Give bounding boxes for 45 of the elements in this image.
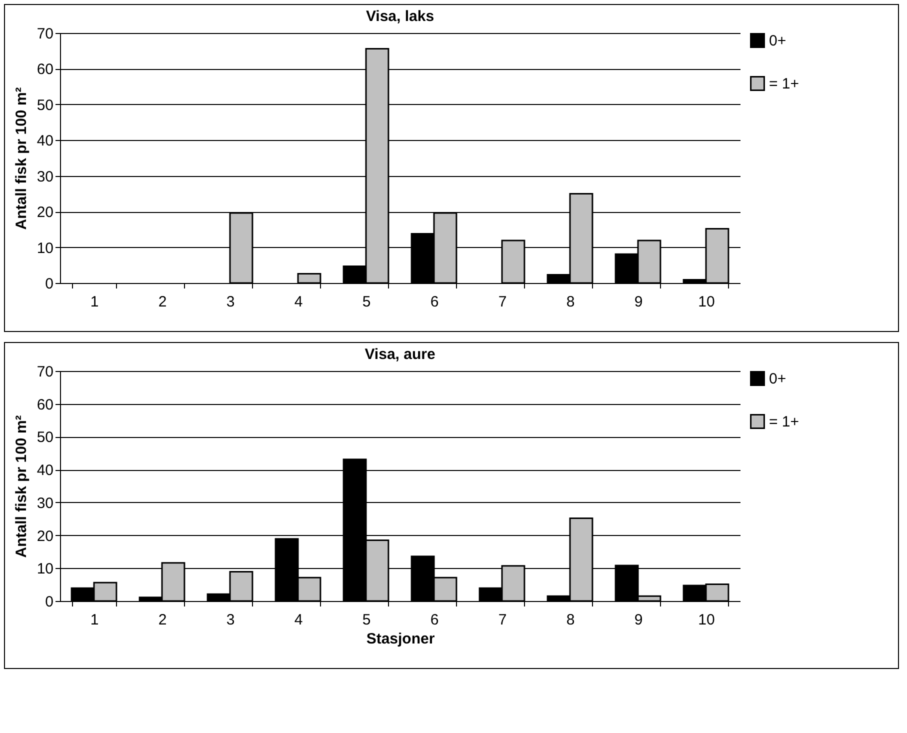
y-tick-label: 70	[36, 26, 54, 42]
x-tick-label: 8	[566, 294, 575, 310]
x-tick-label: 3	[226, 294, 235, 310]
x-tick-label: 4	[294, 612, 303, 628]
y-tick-label: 40	[36, 462, 54, 480]
x-tick-label: 6	[430, 294, 439, 310]
x-tick-label: 9	[634, 294, 643, 310]
legend-label: = 1+	[769, 414, 800, 430]
chart-title: Visa, aure	[364, 346, 436, 363]
y-tick-label: 30	[36, 168, 54, 186]
x-tick-label: 9	[634, 612, 643, 628]
y-tick-label: 60	[36, 61, 54, 78]
x-tick-label: 3	[226, 612, 235, 628]
x-tick-label: 7	[498, 294, 507, 310]
x-tick-label: 2	[158, 294, 167, 310]
y-tick-label: 40	[36, 132, 54, 150]
x-tick-label: 1	[90, 612, 99, 628]
x-tick-label: 4	[294, 294, 303, 310]
y-tick-label: 10	[36, 560, 54, 578]
legend-label: 0+	[769, 370, 786, 388]
y-tick-label: 60	[36, 396, 54, 414]
y-tick-label: 50	[36, 96, 54, 114]
y-tick-label: 70	[36, 364, 54, 380]
y-tick-label: 20	[36, 204, 54, 222]
y-tick-label: 10	[36, 240, 54, 257]
x-tick-label: 2	[158, 612, 167, 628]
x-tick-label: 10	[698, 294, 715, 310]
x-tick-label: 8	[566, 612, 575, 628]
x-axis-title: Stasjoner	[366, 630, 435, 648]
y-tick-label: 0	[45, 594, 54, 610]
y-axis-title: Antall fisk pr 100 m²	[12, 415, 30, 558]
x-tick-label: 5	[362, 612, 371, 628]
legend-label: 0+	[769, 32, 786, 50]
y-tick-label: 0	[45, 276, 54, 292]
x-tick-label: 5	[362, 294, 371, 310]
chart-title: Visa, laks	[366, 8, 434, 25]
x-tick-label: 7	[498, 612, 507, 628]
y-tick-label: 20	[36, 528, 54, 545]
y-tick-label: 50	[36, 429, 54, 446]
x-tick-label: 10	[698, 612, 715, 628]
x-tick-label: 1	[90, 294, 99, 310]
legend-label: = 1+	[769, 76, 800, 92]
y-axis-title: Antall fisk pr 100 m²	[12, 87, 30, 230]
x-tick-label: 6	[430, 612, 439, 628]
y-tick-label: 30	[36, 494, 54, 512]
